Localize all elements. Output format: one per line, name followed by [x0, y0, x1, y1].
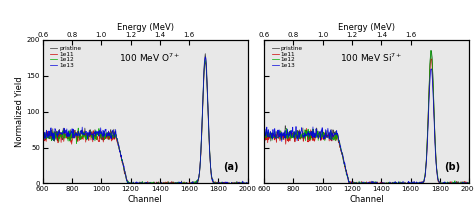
pristine — [136, 182, 141, 185]
1e12 — [46, 134, 51, 137]
1e11 — [346, 182, 352, 185]
1e13 — [56, 129, 62, 132]
1e12 — [267, 133, 273, 136]
1e12 — [56, 140, 62, 143]
1e11 — [127, 182, 132, 185]
1e12 — [428, 49, 434, 52]
pristine — [131, 182, 137, 185]
1e11 — [97, 134, 103, 136]
1e11 — [40, 131, 46, 134]
1e12 — [40, 135, 46, 137]
pristine — [125, 182, 130, 185]
pristine — [97, 135, 103, 138]
1e11 — [319, 133, 324, 136]
Line: 1e11: 1e11 — [264, 59, 469, 183]
pristine — [148, 182, 154, 185]
pristine — [353, 182, 358, 185]
Line: 1e13: 1e13 — [43, 57, 247, 183]
Text: 100 MeV Si$^{7+}$: 100 MeV Si$^{7+}$ — [339, 51, 402, 64]
Line: 1e12: 1e12 — [43, 60, 247, 183]
1e12 — [261, 130, 267, 133]
pristine — [261, 140, 267, 143]
1e13 — [136, 182, 141, 185]
Legend: pristine, 1e11, 1e12, 1e13: pristine, 1e11, 1e12, 1e13 — [50, 46, 82, 69]
1e12 — [136, 182, 141, 185]
Line: pristine: pristine — [43, 54, 247, 183]
1e12 — [347, 182, 353, 185]
pristine — [267, 132, 273, 134]
Line: 1e13: 1e13 — [264, 69, 469, 183]
pristine — [46, 134, 51, 137]
1e11 — [370, 182, 375, 185]
1e13 — [97, 130, 103, 133]
pristine — [319, 137, 324, 140]
pristine — [245, 182, 250, 185]
1e11 — [131, 182, 137, 185]
Legend: pristine, 1e11, 1e12, 1e13: pristine, 1e11, 1e12, 1e13 — [271, 46, 303, 69]
1e11 — [466, 182, 472, 185]
1e12 — [97, 131, 103, 133]
pristine — [428, 49, 434, 52]
1e11 — [278, 136, 283, 139]
1e13 — [261, 132, 267, 135]
1e12 — [370, 181, 375, 184]
1e11 — [136, 182, 141, 185]
1e13 — [466, 182, 472, 185]
pristine — [466, 182, 472, 185]
X-axis label: Channel: Channel — [349, 195, 384, 204]
Y-axis label: Normalized Yield: Normalized Yield — [15, 76, 24, 147]
1e12 — [245, 182, 250, 185]
X-axis label: Energy (MeV): Energy (MeV) — [338, 23, 395, 32]
1e13 — [267, 136, 273, 138]
1e13 — [353, 182, 358, 185]
1e12 — [148, 181, 154, 184]
1e11 — [56, 134, 62, 136]
1e12 — [278, 133, 283, 136]
1e11 — [148, 182, 154, 185]
1e13 — [40, 135, 46, 137]
1e12 — [125, 182, 130, 185]
pristine — [56, 129, 62, 132]
1e13 — [148, 182, 154, 185]
1e11 — [357, 182, 363, 185]
1e11 — [46, 135, 51, 138]
Text: (a): (a) — [223, 162, 238, 172]
1e12 — [131, 181, 137, 184]
pristine — [370, 181, 375, 183]
pristine — [346, 182, 352, 185]
1e13 — [429, 68, 435, 70]
1e11 — [203, 61, 209, 64]
1e12 — [319, 133, 324, 136]
pristine — [278, 134, 283, 137]
1e12 — [357, 182, 363, 185]
Line: 1e12: 1e12 — [264, 51, 469, 183]
1e13 — [245, 182, 250, 185]
1e12 — [353, 182, 358, 184]
1e11 — [353, 182, 358, 185]
1e13 — [319, 129, 324, 131]
1e12 — [202, 59, 208, 62]
1e13 — [370, 182, 375, 184]
1e12 — [466, 182, 472, 185]
pristine — [202, 52, 208, 55]
1e13 — [125, 182, 131, 185]
Text: 100 MeV O$^{7+}$: 100 MeV O$^{7+}$ — [118, 51, 180, 64]
X-axis label: Channel: Channel — [128, 195, 163, 204]
1e13 — [131, 182, 137, 185]
Text: (b): (b) — [444, 162, 460, 172]
1e13 — [202, 56, 208, 58]
X-axis label: Energy (MeV): Energy (MeV) — [117, 23, 173, 32]
1e11 — [261, 143, 267, 146]
1e13 — [278, 132, 283, 135]
1e13 — [357, 182, 363, 185]
pristine — [40, 128, 46, 131]
Line: 1e11: 1e11 — [43, 63, 247, 183]
pristine — [357, 182, 363, 185]
1e13 — [346, 182, 352, 185]
Line: pristine: pristine — [264, 51, 469, 183]
1e13 — [46, 130, 51, 132]
1e11 — [267, 134, 273, 137]
1e11 — [245, 182, 250, 185]
1e11 — [428, 58, 434, 60]
